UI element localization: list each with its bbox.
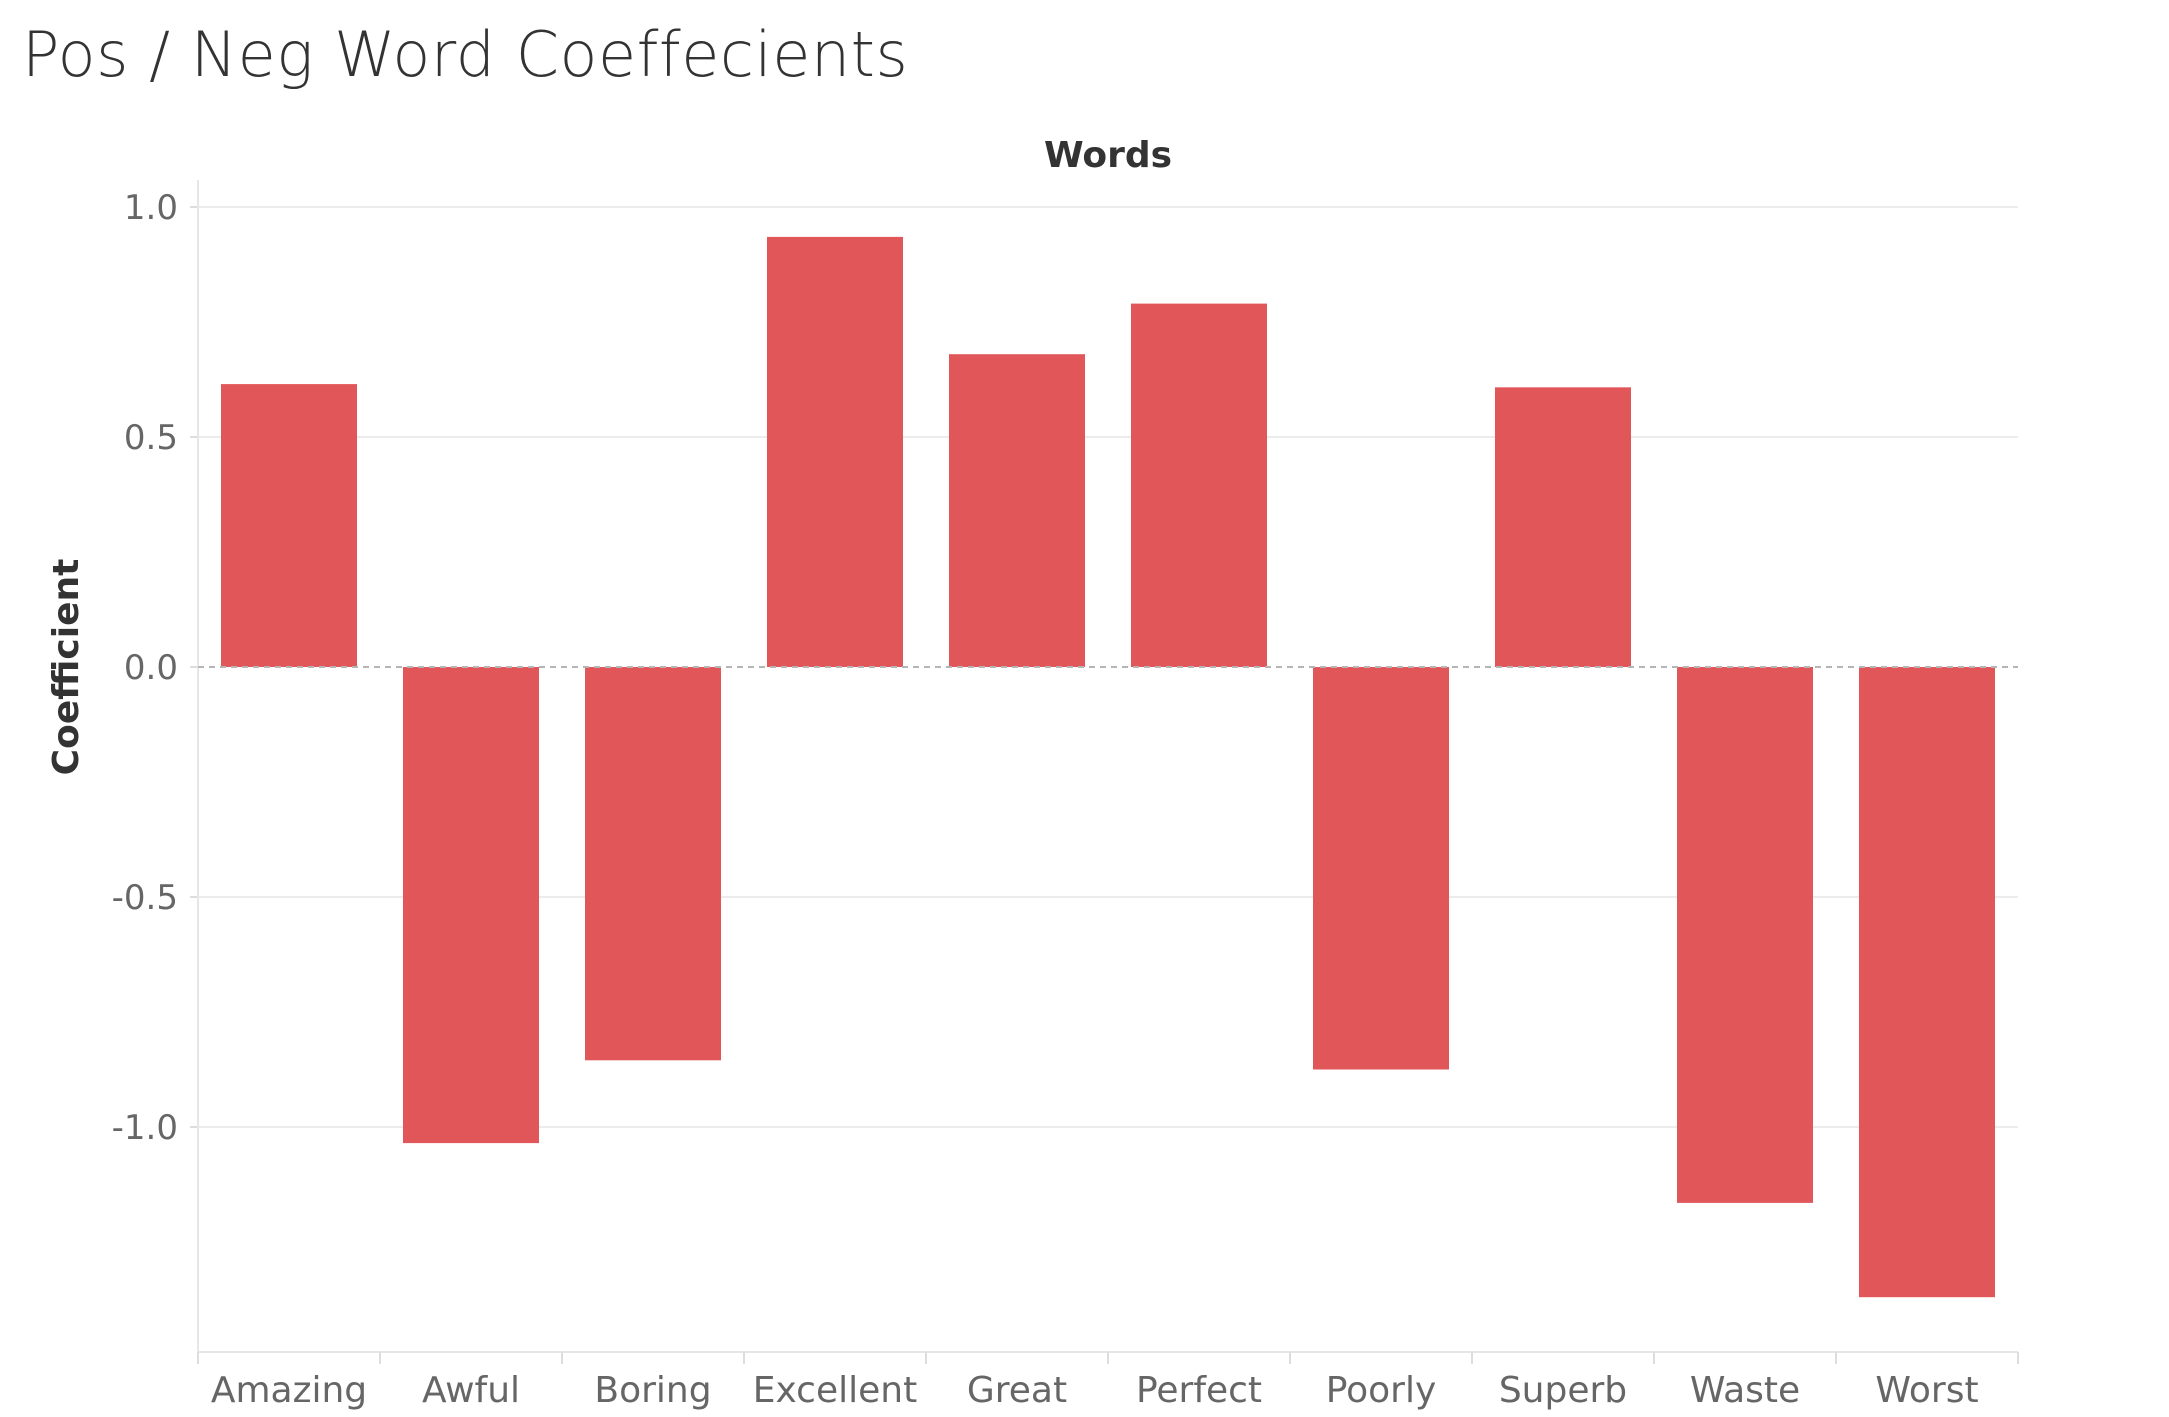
x-tick-label: Poorly bbox=[1326, 1370, 1437, 1411]
bar-perfect[interactable] bbox=[1131, 303, 1267, 667]
y-axis-title: Coefficient bbox=[46, 559, 87, 776]
x-tick-label: Worst bbox=[1875, 1370, 1978, 1411]
bar-excellent[interactable] bbox=[767, 236, 903, 667]
x-tick-label: Superb bbox=[1499, 1370, 1627, 1411]
x-tick-label: Great bbox=[967, 1370, 1067, 1411]
bar-superb[interactable] bbox=[1495, 387, 1631, 667]
axes bbox=[190, 180, 2019, 1364]
bar-poorly[interactable] bbox=[1313, 667, 1449, 1070]
bar-great[interactable] bbox=[949, 354, 1085, 667]
chart-title: Pos / Neg Word Coeffecients bbox=[22, 18, 909, 91]
bar-worst[interactable] bbox=[1859, 667, 1995, 1298]
y-tick-label: -0.5 bbox=[112, 878, 178, 918]
x-tick-label: Perfect bbox=[1136, 1370, 1262, 1411]
bar-amazing[interactable] bbox=[221, 384, 357, 667]
y-tick-label: 0.5 bbox=[124, 418, 178, 458]
bar-awful[interactable] bbox=[403, 667, 539, 1144]
x-tick-label: Excellent bbox=[753, 1370, 917, 1411]
y-tick-label: 0.0 bbox=[124, 648, 178, 688]
y-tick-label: 1.0 bbox=[124, 188, 178, 228]
x-tick-label: Amazing bbox=[211, 1370, 367, 1411]
y-tick-label: -1.0 bbox=[112, 1108, 178, 1148]
x-axis-title: Words bbox=[1044, 135, 1172, 176]
x-tick-label: Awful bbox=[422, 1370, 520, 1411]
bar-boring[interactable] bbox=[585, 667, 721, 1061]
x-tick-label: Waste bbox=[1690, 1370, 1800, 1411]
x-tick-label: Boring bbox=[594, 1370, 711, 1411]
bar-waste[interactable] bbox=[1677, 667, 1813, 1203]
labels: 1.0 0.5 0.0 -0.5 -1.0 Amazing Awful Boring Excel… bbox=[46, 135, 1979, 1411]
bars bbox=[198, 236, 2018, 1298]
